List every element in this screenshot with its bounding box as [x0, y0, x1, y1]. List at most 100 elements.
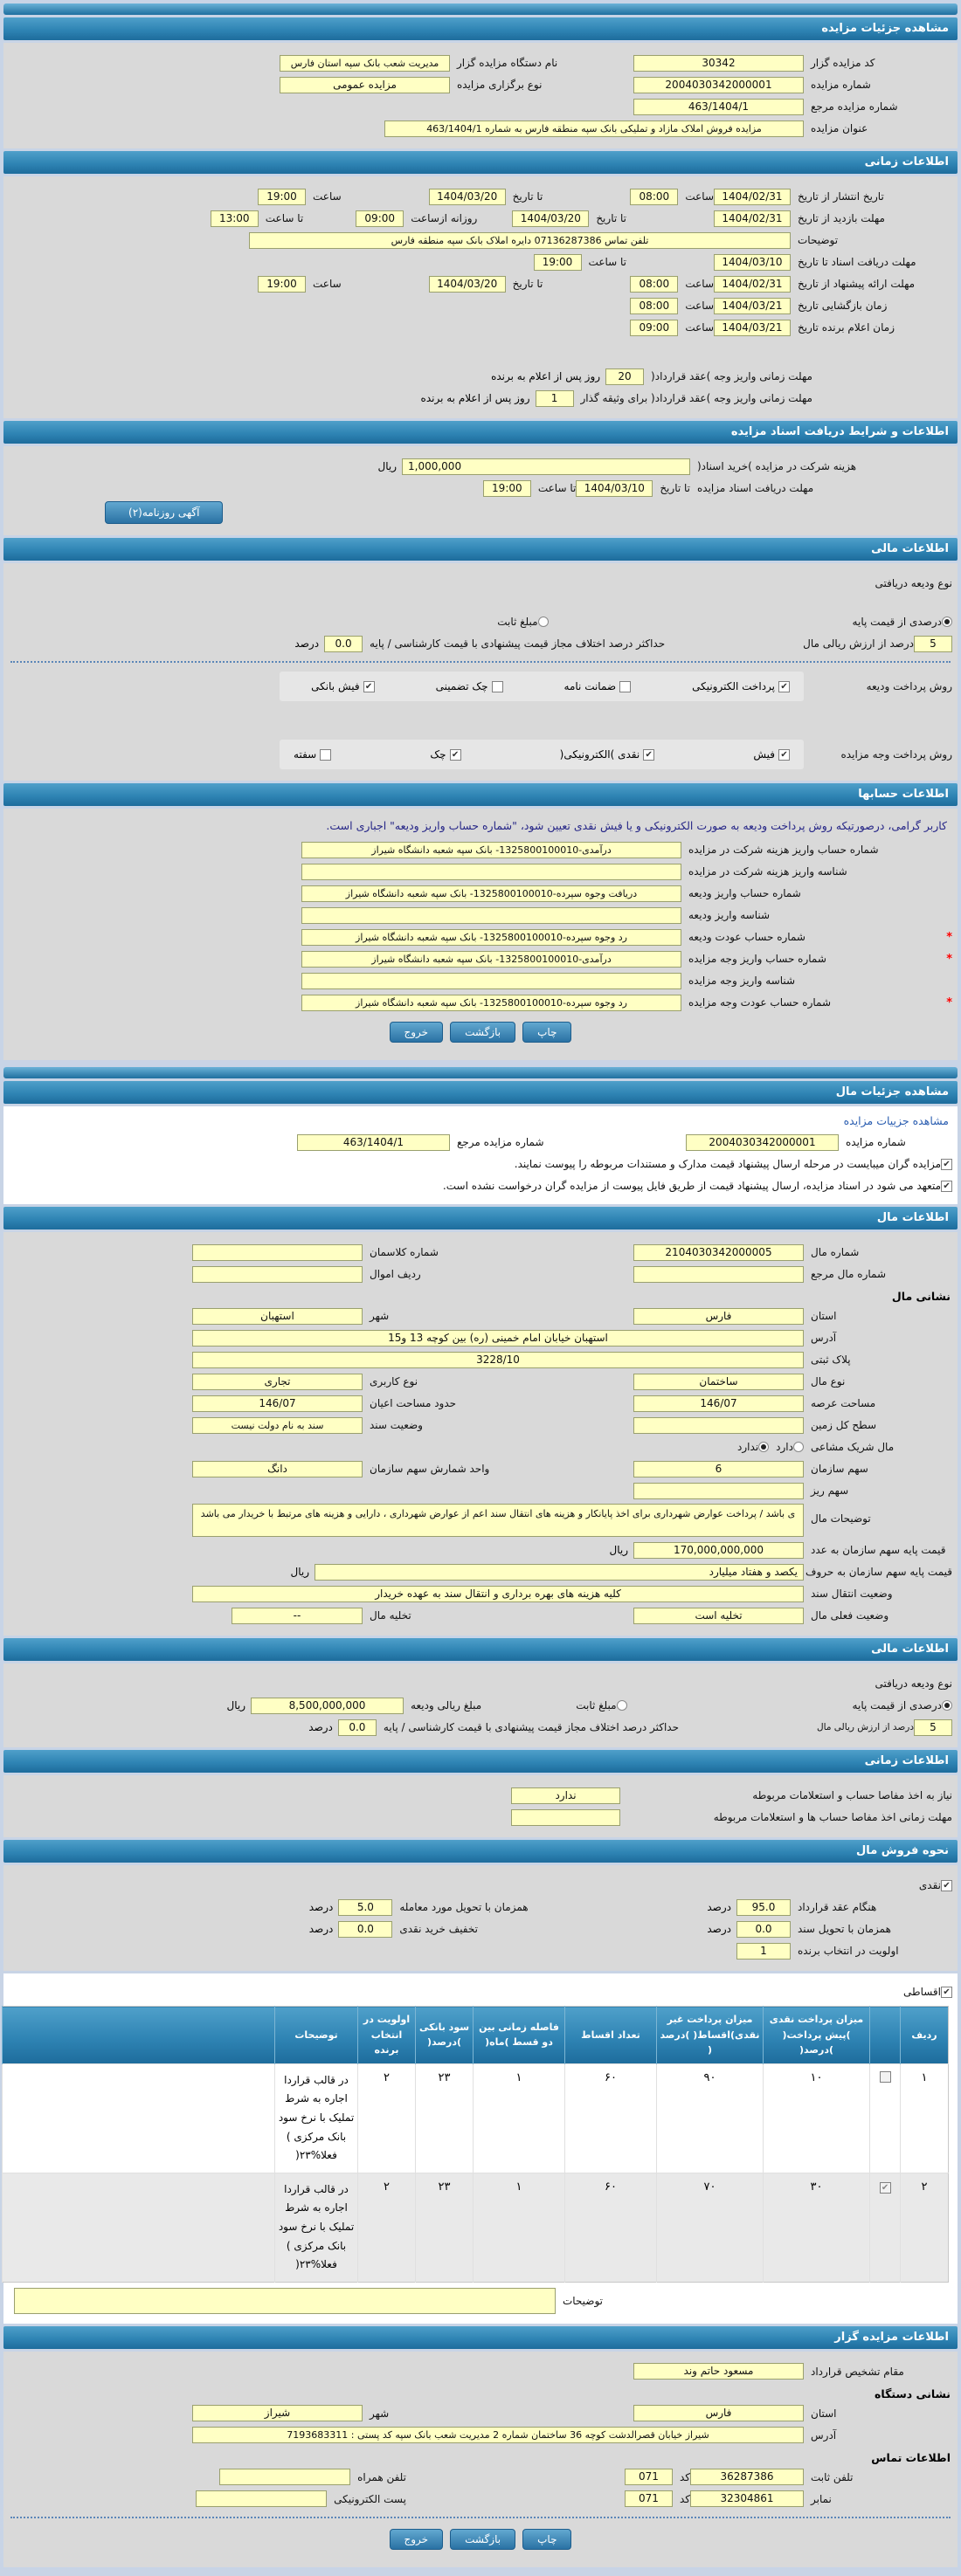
print-button[interactable]: چاپ — [522, 1022, 572, 1043]
exit-button-2[interactable]: خروج — [389, 2528, 444, 2550]
sale-cash-checkbox[interactable]: ✔ — [643, 748, 655, 761]
deposit-amount-field[interactable]: 8,500,000,000 — [251, 1697, 404, 1714]
visit-daily-to-time[interactable]: 13:00 — [210, 210, 259, 227]
sub-share-field[interactable] — [633, 1482, 804, 1499]
auction-type-field[interactable]: مزایده عمومی — [280, 76, 450, 93]
pay-bankslip-option[interactable]: ✔ فیش بانکی — [311, 680, 375, 692]
share-unit-field[interactable]: دانگ — [192, 1460, 363, 1477]
delivery-pay-field[interactable]: 5.0 — [338, 1898, 393, 1916]
contract-pay-field[interactable]: 95.0 — [736, 1898, 791, 1916]
contract-officer-field[interactable]: مسعود حاتم وند — [633, 2363, 804, 2380]
maxdiff-field[interactable]: 0.0 — [324, 635, 363, 652]
acct-deposit-id-field[interactable] — [301, 906, 681, 924]
shared-no-radio[interactable] — [758, 1442, 770, 1452]
print-button-2[interactable]: چاپ — [522, 2528, 572, 2550]
auction-org-field[interactable]: مدیریت شعب بانک سپه استان فارس — [280, 54, 450, 72]
transfer-status-field[interactable]: کلیه هزینه های بهره برداری و انتقال سند … — [192, 1585, 804, 1602]
sale-promissory-checkbox[interactable] — [320, 748, 332, 761]
docs-get-to-time[interactable]: 19:00 — [482, 479, 531, 497]
email-field[interactable] — [196, 2490, 328, 2508]
agency-address-field[interactable]: شیراز خیابان قصرالدشت کوچه 36 ساختمان شم… — [192, 2427, 804, 2444]
auction-number-field[interactable]: 2004030342000001 — [633, 76, 804, 93]
prop-province-field[interactable]: فارس — [633, 1307, 804, 1325]
pledge-deadline-days[interactable]: 1 — [535, 389, 574, 407]
visit-to-date[interactable]: 1404/03/20 — [512, 210, 590, 227]
sale-cash-option[interactable]: ✔ نقدی )الکترونیکی( — [560, 748, 655, 761]
back-button[interactable]: بازگشت — [450, 1022, 516, 1043]
pay-cheque-option[interactable]: چک تضمینی — [436, 680, 503, 692]
visit-from-date[interactable]: 1404/02/31 — [714, 210, 791, 227]
winner-time[interactable]: 09:00 — [630, 319, 679, 336]
time-desc-field[interactable]: تلفن تماس 07136287386 دایره املاک بانک س… — [249, 231, 791, 249]
acct-fee-id-field[interactable] — [301, 863, 681, 880]
cash-discount-field[interactable]: 0.0 — [338, 1920, 393, 1938]
building-area-field[interactable]: 146/07 — [192, 1395, 363, 1412]
acct-sale-return-field[interactable]: رد وجوه سپرده-1325800100010- بانک سپه شع… — [301, 994, 681, 1011]
docs-get-to-date[interactable]: 1404/03/10 — [576, 479, 653, 497]
row1-select-checkbox[interactable] — [879, 2070, 891, 2083]
property-desc-field[interactable]: ی باشد / پرداخت عوارض شهرداری برای اخذ پ… — [192, 1504, 804, 1537]
auction-subject-field[interactable]: مزایده فروش املاک مازاد و تملیکی بانک سپ… — [384, 120, 804, 137]
fee-field[interactable]: 1,000,000 — [402, 458, 690, 475]
acct-fee-deposit-field[interactable]: درآمدی-1325800100010- بانک سپه شعبه دانش… — [301, 841, 681, 858]
attach-docs-checkbox[interactable]: ✔ — [941, 1158, 952, 1170]
total-land-field[interactable] — [633, 1416, 804, 1434]
prop-city-field[interactable]: استهبان — [192, 1307, 363, 1325]
sale-desc-field[interactable] — [13, 2287, 556, 2314]
prop-deposit-percent-field[interactable]: 5 — [914, 1718, 952, 1736]
docs-deadline-date[interactable]: 1404/03/10 — [714, 253, 791, 271]
deposit-percent-field[interactable]: 5 — [914, 635, 952, 652]
sale-cheque-option[interactable]: ✔ چک — [430, 748, 461, 761]
deed-status-field[interactable]: سند به نام دولت نیست — [192, 1416, 363, 1434]
usage-field[interactable]: تجاری — [192, 1373, 363, 1390]
land-area-field[interactable]: 146/07 — [633, 1395, 804, 1412]
prop-auction-ref-field[interactable]: 463/1404/1 — [297, 1133, 450, 1151]
auction-ref-field[interactable]: 463/1404/1 — [633, 98, 804, 115]
sale-fish-checkbox[interactable]: ✔ — [778, 748, 790, 761]
opening-time[interactable]: 08:00 — [630, 297, 679, 314]
visit-daily-from-time[interactable]: 09:00 — [356, 210, 404, 227]
phone-field[interactable]: 36287386 — [690, 2469, 804, 2486]
pay-guarantee-checkbox[interactable] — [619, 680, 632, 692]
installment-checkbox[interactable]: ✔ — [941, 1986, 952, 1998]
sale-cheque-checkbox[interactable]: ✔ — [449, 748, 461, 761]
mal-ref-field[interactable] — [633, 1265, 804, 1283]
prop-auction-number-field[interactable]: 2004030342000001 — [686, 1133, 839, 1151]
sale-promissory-option[interactable]: سفته — [294, 748, 332, 761]
prop-address-field[interactable]: استهبان خیابان امام خمینی (ره) بین کوچه … — [192, 1329, 804, 1347]
cash-sale-checkbox[interactable]: ✔ — [941, 1879, 952, 1891]
offer-from-date[interactable]: 1404/02/31 — [714, 275, 791, 293]
exit-button[interactable]: خروج — [389, 1022, 444, 1043]
percent-of-base-radio[interactable] — [942, 616, 952, 627]
publish-from-time[interactable]: 08:00 — [630, 188, 679, 205]
back-button-2[interactable]: بازگشت — [450, 2528, 516, 2550]
newspaper-ad-button[interactable]: آگهی روزنامه(۲) — [105, 501, 224, 524]
sale-fish-option[interactable]: ✔ فیش — [753, 748, 790, 761]
prop-fixed-radio[interactable] — [616, 1700, 627, 1711]
property-kind-field[interactable]: ساختمان — [633, 1373, 804, 1390]
acct-sale-id-field[interactable] — [301, 972, 681, 989]
fixed-amount-radio[interactable] — [537, 616, 549, 627]
auction-code-field[interactable]: 30342 — [633, 54, 804, 72]
prop-percent-radio[interactable] — [942, 1700, 952, 1711]
org-share-field[interactable]: 6 — [633, 1460, 804, 1477]
pay-electronic-checkbox[interactable]: ✔ — [778, 680, 790, 692]
clearance-deadline-field[interactable] — [511, 1808, 620, 1826]
acct-deposit-return-field[interactable]: رد وجوه سپرده-1325800100010- بانک سپه شع… — [301, 928, 681, 946]
mal-number-field[interactable]: 2104030342000005 — [633, 1243, 804, 1261]
view-auction-details-link[interactable]: مشاهده جزییات مزایده — [843, 1114, 949, 1127]
mobile-field[interactable] — [219, 2469, 351, 2486]
pay-bankslip-checkbox[interactable]: ✔ — [363, 680, 375, 692]
docs-deadline-time[interactable]: 19:00 — [533, 253, 582, 271]
fax-field[interactable]: 32304861 — [690, 2490, 804, 2508]
plate-field[interactable]: 3228/10 — [192, 1351, 804, 1368]
pay-deadline-days[interactable]: 20 — [605, 368, 645, 385]
current-status-field[interactable]: تخلیه است — [633, 1607, 804, 1624]
offer-to-time[interactable]: 19:00 — [258, 275, 306, 293]
shared-yes-radio[interactable] — [793, 1442, 804, 1452]
base-price-words-field[interactable]: یکصد و هفتاد میلیارد — [315, 1563, 804, 1581]
evacuation-field[interactable]: -- — [232, 1607, 363, 1624]
offer-from-time[interactable]: 08:00 — [630, 275, 679, 293]
winner-priority-field[interactable]: 1 — [736, 1942, 791, 1960]
agency-city-field[interactable]: شیراز — [192, 2405, 363, 2422]
